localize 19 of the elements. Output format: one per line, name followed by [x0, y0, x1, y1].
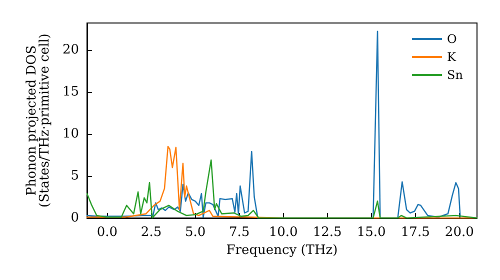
x-tick-label: 20.0: [444, 225, 474, 240]
y-tick-label: 5: [70, 168, 79, 184]
y-axis-title: Phonon projected DOS (States/THz·primitive cell): [24, 33, 53, 208]
y-tick-label: 20: [62, 42, 79, 58]
y-tick-label: 15: [62, 84, 79, 100]
x-tick-label: 2.5: [140, 225, 162, 240]
x-tick-label: 15.0: [356, 225, 386, 240]
x-tick-label: 0.0: [96, 225, 118, 240]
legend-label: O: [447, 32, 458, 46]
x-tick-label: 12.5: [312, 225, 342, 240]
x-tick-label: 7.5: [228, 225, 250, 240]
y-tick-label: 10: [62, 126, 79, 142]
x-tick-label: 17.5: [400, 225, 430, 240]
legend-label: Sn: [447, 68, 464, 82]
legend-label: K: [447, 50, 458, 64]
x-tick-label: 10.0: [268, 225, 298, 240]
x-axis-title: Frequency (THz): [226, 242, 338, 258]
x-tick-label: 5.0: [184, 225, 206, 240]
y-tick-label: 0: [70, 210, 79, 226]
